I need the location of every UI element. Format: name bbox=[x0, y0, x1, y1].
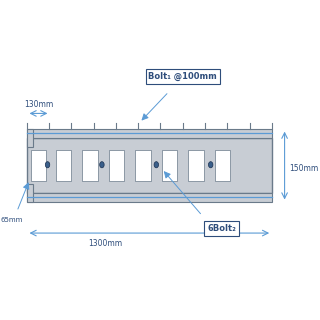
Bar bbox=[135, 150, 151, 181]
Bar bbox=[109, 150, 124, 181]
Ellipse shape bbox=[154, 162, 158, 168]
Text: 150mm: 150mm bbox=[290, 164, 319, 173]
Bar bbox=[215, 150, 230, 181]
Ellipse shape bbox=[45, 162, 50, 168]
Bar bbox=[27, 194, 272, 202]
Ellipse shape bbox=[100, 162, 104, 168]
Text: 6Bolt₂: 6Bolt₂ bbox=[207, 224, 236, 233]
Bar bbox=[162, 150, 177, 181]
Text: 1300mm: 1300mm bbox=[88, 239, 122, 248]
Text: 130mm: 130mm bbox=[24, 100, 53, 109]
Bar bbox=[27, 138, 272, 194]
Ellipse shape bbox=[208, 162, 213, 168]
Text: Bolt₁ @100mm: Bolt₁ @100mm bbox=[148, 72, 217, 81]
Bar bbox=[83, 150, 98, 181]
Bar bbox=[56, 150, 71, 181]
Bar bbox=[188, 150, 204, 181]
Bar bbox=[27, 129, 33, 147]
Bar bbox=[27, 129, 272, 138]
Bar bbox=[27, 184, 33, 202]
Bar bbox=[31, 150, 46, 181]
Text: 65mm: 65mm bbox=[0, 217, 22, 223]
